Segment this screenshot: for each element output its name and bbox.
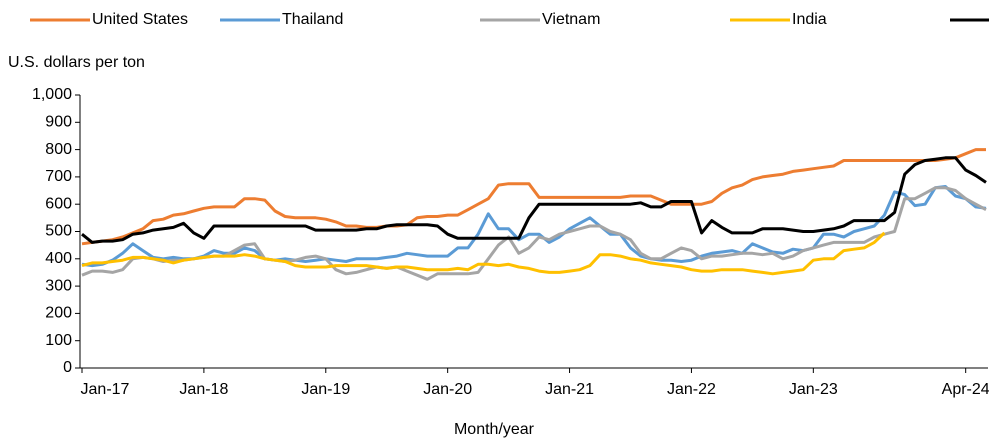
y-tick-label: 900	[45, 114, 72, 131]
x-axis-label: Month/year	[454, 421, 535, 438]
x-tick-label: Jan-20	[423, 381, 472, 398]
series-line	[81, 231, 886, 276]
y-axis-label: U.S. dollars per ton	[8, 54, 145, 71]
y-tick-label: 100	[45, 332, 72, 349]
legend-label: India	[792, 11, 827, 28]
x-tick-label: Jan-21	[545, 381, 594, 398]
series-line	[81, 148, 986, 246]
legend-label: Vietnam	[542, 11, 600, 28]
legend-label: Thailand	[282, 11, 343, 28]
y-tick-label: 1,000	[32, 86, 72, 103]
y-tick-label: 800	[45, 141, 72, 158]
x-tick-label: Jan-17	[81, 381, 130, 398]
series-line	[81, 156, 987, 244]
legend-label: United States	[92, 11, 188, 28]
x-tick-label: Jan-23	[789, 381, 838, 398]
y-tick-label: 200	[45, 305, 72, 322]
y-tick-label: 400	[45, 250, 72, 267]
x-tick-label: Jan-18	[179, 381, 228, 398]
x-tick-label: Jan-22	[667, 381, 716, 398]
y-tick-label: 700	[45, 168, 72, 185]
series-line	[81, 185, 987, 268]
y-tick-label: 300	[45, 277, 72, 294]
x-tick-label: Jan-19	[301, 381, 350, 398]
y-tick-label: 500	[45, 223, 72, 240]
x-tick-label: Apr-24	[942, 381, 989, 398]
y-tick-label: 0	[63, 359, 72, 376]
series-line	[81, 186, 987, 281]
y-tick-label: 600	[45, 195, 72, 212]
